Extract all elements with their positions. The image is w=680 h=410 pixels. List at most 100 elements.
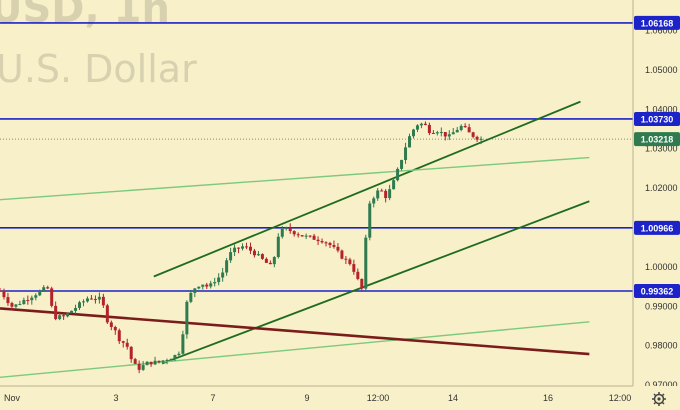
candle-body: [85, 298, 89, 302]
candle-body: [97, 296, 101, 300]
candle-body: [400, 159, 404, 169]
candle-body: [109, 322, 113, 327]
candle-body: [336, 246, 340, 251]
candle-body: [217, 277, 221, 283]
candle-body: [38, 290, 42, 296]
candle-body: [455, 129, 459, 133]
level-2-tag-label: 1.00966: [641, 223, 674, 233]
candle-body: [105, 305, 109, 323]
candle-body: [471, 132, 475, 137]
current-price-tag-label: 1.03218: [641, 135, 674, 145]
level-2-tag: [634, 220, 680, 235]
candle-body: [324, 242, 328, 244]
candle-body: [169, 359, 173, 361]
candle-body: [308, 235, 312, 237]
candle-body: [463, 125, 467, 128]
candle-body: [221, 272, 225, 278]
candle-body: [312, 235, 316, 240]
candle-body: [340, 250, 344, 259]
candle-body: [54, 305, 58, 320]
candle-body: [161, 360, 165, 363]
candle-body: [276, 236, 280, 258]
candle-body: [233, 247, 237, 253]
candle-body: [101, 296, 105, 306]
candle-body: [431, 133, 435, 135]
candle-body: [408, 136, 412, 148]
candle-body: [252, 250, 256, 256]
trend-line-light-upper[interactable]: [0, 156, 590, 201]
candle-body: [157, 360, 161, 363]
trend-lines: [0, 100, 590, 379]
candle-body: [368, 203, 372, 238]
level-1-tag: [634, 111, 680, 126]
candle-body: [237, 247, 241, 249]
candle-body: [241, 246, 245, 249]
candle-body: [392, 180, 396, 190]
settings-gear-icon[interactable]: [652, 392, 666, 406]
trend-line-channel-upper[interactable]: [153, 100, 581, 278]
candle-body: [264, 258, 268, 263]
candle-body: [62, 315, 66, 317]
candle-body: [360, 278, 364, 289]
candle-body: [213, 282, 217, 284]
candle-body: [141, 365, 145, 370]
candle-body: [435, 132, 439, 134]
time-axis[interactable]: Nov 3 7 9 12:00 14 16 12:00: [0, 385, 680, 410]
candle-body: [197, 286, 201, 289]
y-tick-label: 1.03000: [645, 144, 678, 154]
candle-body: [256, 254, 260, 256]
trend-line-light-lower[interactable]: [0, 321, 590, 379]
trend-line-channel-lower[interactable]: [161, 200, 590, 365]
x-tick-label: 12:00: [609, 393, 632, 403]
candle-body: [117, 330, 121, 342]
candle-body: [89, 298, 93, 300]
candle-body: [467, 127, 471, 133]
price-axis[interactable]: 1.060001.050001.040001.030001.020001.010…: [632, 0, 680, 390]
candle-body: [0, 290, 2, 292]
candle-body: [50, 288, 54, 306]
candle-body: [316, 239, 320, 242]
candle-body: [396, 168, 400, 181]
candle-body: [388, 189, 392, 199]
candle-body: [70, 310, 74, 314]
candle-body: [14, 304, 18, 307]
y-tick-label: 1.06000: [645, 26, 678, 36]
candle-body: [121, 341, 125, 343]
candle-body: [451, 132, 455, 135]
candle-body: [296, 234, 300, 236]
candle-body: [225, 260, 229, 273]
candle-body: [177, 353, 181, 356]
candle-body: [129, 346, 133, 360]
candle-body: [78, 302, 82, 308]
candle-body: [46, 287, 50, 289]
candle-body: [42, 287, 46, 291]
candle-body: [137, 363, 141, 370]
x-tick-label: 14: [448, 393, 458, 403]
candle-body: [145, 361, 149, 366]
y-tick-label: 0.98000: [645, 341, 678, 351]
candle-body: [443, 132, 447, 137]
candle-body: [30, 297, 34, 301]
candle-body: [6, 297, 10, 304]
candle-body: [81, 301, 85, 303]
candle-body: [419, 123, 423, 126]
candle-body: [427, 124, 431, 134]
candle-body: [125, 342, 129, 347]
candle-body: [284, 227, 288, 229]
candle-body: [34, 295, 38, 298]
candle-body: [66, 313, 70, 317]
candle-body: [113, 326, 117, 331]
candle-body: [384, 190, 388, 199]
candle-body: [245, 246, 249, 248]
trend-line-descending[interactable]: [0, 307, 590, 356]
candle-body: [372, 198, 376, 204]
candle-body: [26, 299, 30, 301]
candle-body: [260, 254, 264, 259]
candle-body: [229, 252, 233, 261]
y-tick-label: 1.05000: [645, 65, 678, 75]
watermark-name: U.S. Dollar: [0, 47, 197, 91]
y-tick-label: 0.97000: [645, 380, 678, 390]
candle-body: [447, 134, 451, 137]
candle-body: [376, 190, 380, 199]
